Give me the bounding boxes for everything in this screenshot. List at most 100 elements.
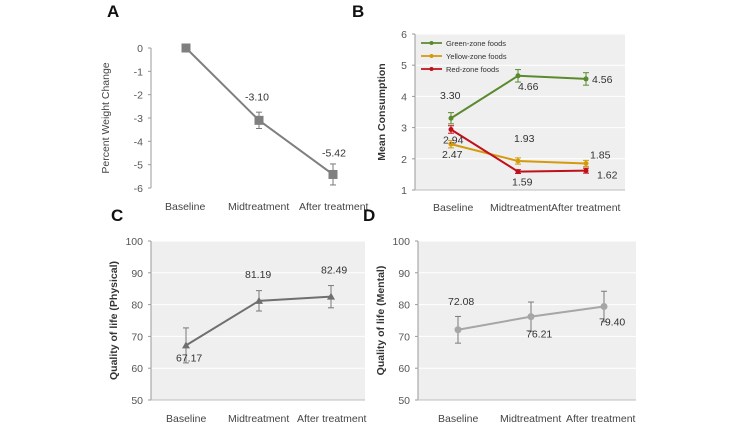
data-point bbox=[328, 169, 338, 179]
legend-label: Yellow-zone foods bbox=[446, 52, 507, 61]
data-point bbox=[182, 341, 190, 349]
y-tick-label: 100 bbox=[392, 236, 410, 248]
y-tick-label: 4 bbox=[401, 91, 407, 103]
y-tick-label: 2 bbox=[401, 154, 407, 166]
data-label: 1.59 bbox=[512, 177, 533, 189]
panel-letter: B bbox=[352, 2, 364, 21]
x-tick-label: Midtreatment bbox=[228, 201, 289, 213]
series-percent-weight-change: -3.10 -5.42 bbox=[181, 43, 346, 186]
y-tick-label: -3 bbox=[134, 113, 143, 125]
x-tick-label: After treatment bbox=[551, 202, 621, 214]
y-tick-label: 70 bbox=[131, 331, 143, 343]
series-red-zone-foods: 2.94 1.59 1.62 bbox=[443, 125, 618, 189]
legend-marker bbox=[429, 67, 434, 71]
y-tick-label: -1 bbox=[134, 66, 143, 78]
data-label: 4.66 bbox=[518, 81, 539, 93]
series-line bbox=[185, 47, 334, 176]
series-green-zone-foods: 3.30 4.66 4.56 bbox=[440, 69, 613, 125]
y-tick-label: 60 bbox=[131, 363, 143, 375]
data-label: 76.21 bbox=[526, 329, 552, 341]
x-tick-label: Baseline bbox=[165, 201, 205, 213]
y-tick-label: 1 bbox=[401, 185, 407, 197]
data-point bbox=[181, 43, 191, 53]
data-point bbox=[527, 313, 535, 321]
data-point bbox=[454, 326, 462, 334]
data-point bbox=[254, 115, 264, 125]
y-axis-label: Percent Weight Change bbox=[100, 62, 112, 173]
plot-area bbox=[418, 241, 636, 400]
y-tick-label: 90 bbox=[398, 268, 410, 280]
x-tick-label: After treatment bbox=[299, 201, 369, 213]
y-axis-label: Mean Consumption bbox=[376, 63, 388, 160]
y-tick-label: -4 bbox=[134, 136, 143, 148]
data-label: -3.10 bbox=[245, 91, 269, 103]
y-tick-label: 70 bbox=[398, 331, 410, 343]
data-point bbox=[515, 158, 521, 164]
data-label: 67.17 bbox=[176, 352, 202, 364]
x-tick-label: After treatment bbox=[566, 413, 636, 425]
legend-label: Green-zone foods bbox=[446, 39, 506, 48]
series-mental: 72.08 76.21 79.40 bbox=[448, 290, 625, 344]
data-point bbox=[583, 160, 589, 166]
data-label: -5.42 bbox=[322, 147, 346, 159]
legend-marker bbox=[429, 54, 434, 58]
x-tick-label: Baseline bbox=[438, 413, 478, 425]
y-tick-label: 3 bbox=[401, 123, 407, 135]
y-tick-label: 50 bbox=[398, 395, 410, 407]
y-tick-label: 60 bbox=[398, 363, 410, 375]
data-point bbox=[448, 115, 454, 121]
y-tick-label: -5 bbox=[134, 160, 143, 172]
data-label: 2.94 bbox=[443, 134, 464, 146]
y-tick-label: 5 bbox=[401, 60, 407, 72]
series-yellow-zone-foods: 2.47 1.93 1.85 bbox=[442, 133, 611, 168]
y-tick-label: 90 bbox=[131, 268, 143, 280]
data-label: 3.30 bbox=[440, 90, 461, 102]
y-tick-label: -6 bbox=[134, 183, 143, 195]
panel-b: B 1 2 3 4 5 6 Mean Consumption Baseline Midtreatm… bbox=[352, 2, 625, 214]
data-label: 1.93 bbox=[514, 133, 535, 145]
data-point bbox=[448, 141, 454, 147]
y-axis-label: Quality of life (Physical) bbox=[108, 261, 120, 380]
legend-marker bbox=[429, 41, 434, 45]
x-tick-label: Baseline bbox=[166, 413, 206, 425]
panel-letter: D bbox=[363, 206, 375, 225]
data-point bbox=[515, 169, 521, 175]
y-axis-label: Quality of life (Mental) bbox=[375, 266, 387, 376]
data-label: 81.19 bbox=[245, 269, 271, 281]
data-label: 79.40 bbox=[599, 317, 625, 329]
data-point bbox=[448, 126, 454, 132]
data-label: 4.56 bbox=[592, 74, 613, 86]
data-label: 82.49 bbox=[321, 265, 347, 277]
x-tick-label: Baseline bbox=[433, 202, 473, 214]
panel-c: C 50 60 70 80 90 100 Quality of life (Physical)… bbox=[108, 206, 367, 425]
data-label: 2.47 bbox=[442, 149, 463, 161]
data-point bbox=[583, 168, 589, 174]
panel-letter: A bbox=[107, 2, 119, 21]
panel-letter: C bbox=[111, 206, 123, 225]
legend-label: Red-zone foods bbox=[446, 65, 499, 74]
y-tick-label: 80 bbox=[131, 300, 143, 312]
y-tick-label: 80 bbox=[398, 300, 410, 312]
data-label: 72.08 bbox=[448, 296, 474, 308]
data-label: 1.85 bbox=[590, 149, 611, 161]
legend: Green-zone foods Yellow-zone foods Red-zon… bbox=[421, 39, 507, 74]
y-tick-label: 6 bbox=[401, 29, 407, 41]
x-tick-label: Midtreatment bbox=[490, 202, 551, 214]
data-label: 1.62 bbox=[597, 170, 618, 182]
x-tick-label: After treatment bbox=[297, 413, 367, 425]
y-tick-label: 50 bbox=[131, 395, 143, 407]
x-tick-label: Midtreatment bbox=[228, 413, 289, 425]
panel-a: A 0 -1 -2 -3 -4 -5 -6 Percent Weight Change Basel… bbox=[100, 2, 369, 213]
plot-area bbox=[151, 241, 365, 400]
y-tick-label: 100 bbox=[125, 236, 143, 248]
panel-d: D 50 60 70 80 90 100 Quality of life (Mental) Ba… bbox=[363, 206, 636, 425]
data-point bbox=[327, 292, 335, 300]
y-tick-label: 0 bbox=[137, 43, 143, 55]
series-physical: 67.17 81.19 82.49 bbox=[176, 265, 347, 365]
data-point bbox=[600, 303, 608, 311]
x-tick-label: Midtreatment bbox=[500, 413, 561, 425]
data-point bbox=[515, 73, 521, 79]
data-point bbox=[255, 296, 263, 304]
y-tick-label: -2 bbox=[134, 90, 143, 102]
